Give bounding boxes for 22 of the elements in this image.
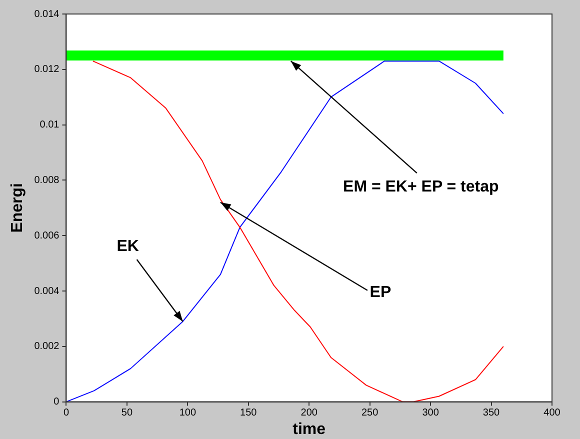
annotation: EM = EK+ EP = tetap [343, 178, 500, 196]
x-tick-label: 300 [422, 408, 440, 419]
x-tick-label: 400 [544, 408, 561, 419]
x-tick-label: 350 [482, 408, 500, 419]
x-tick-label: 50 [121, 408, 133, 419]
x-tick-label: 200 [300, 408, 318, 419]
x-tick-label: 100 [179, 408, 196, 419]
y-tick-label: 0.008 [34, 174, 60, 186]
x-tick-label: 250 [361, 408, 379, 419]
y-axis-title: Energi [9, 183, 26, 233]
y-tick-label: 0 [54, 396, 60, 408]
x-axis-title: time [292, 420, 326, 438]
annotation: EK [116, 238, 140, 255]
y-tick-label: 0.012 [34, 64, 60, 76]
x-tick-label: 0 [63, 408, 70, 419]
y-tick-label: 0.01 [40, 120, 60, 131]
y-tick-label: 0.002 [34, 341, 60, 352]
x-tick-label: 150 [240, 408, 258, 419]
y-tick-label: 0.004 [34, 286, 60, 297]
y-tick-label: 0.014 [34, 8, 60, 20]
y-tick-label: 0.006 [34, 230, 60, 242]
annotation: EP [370, 284, 392, 301]
